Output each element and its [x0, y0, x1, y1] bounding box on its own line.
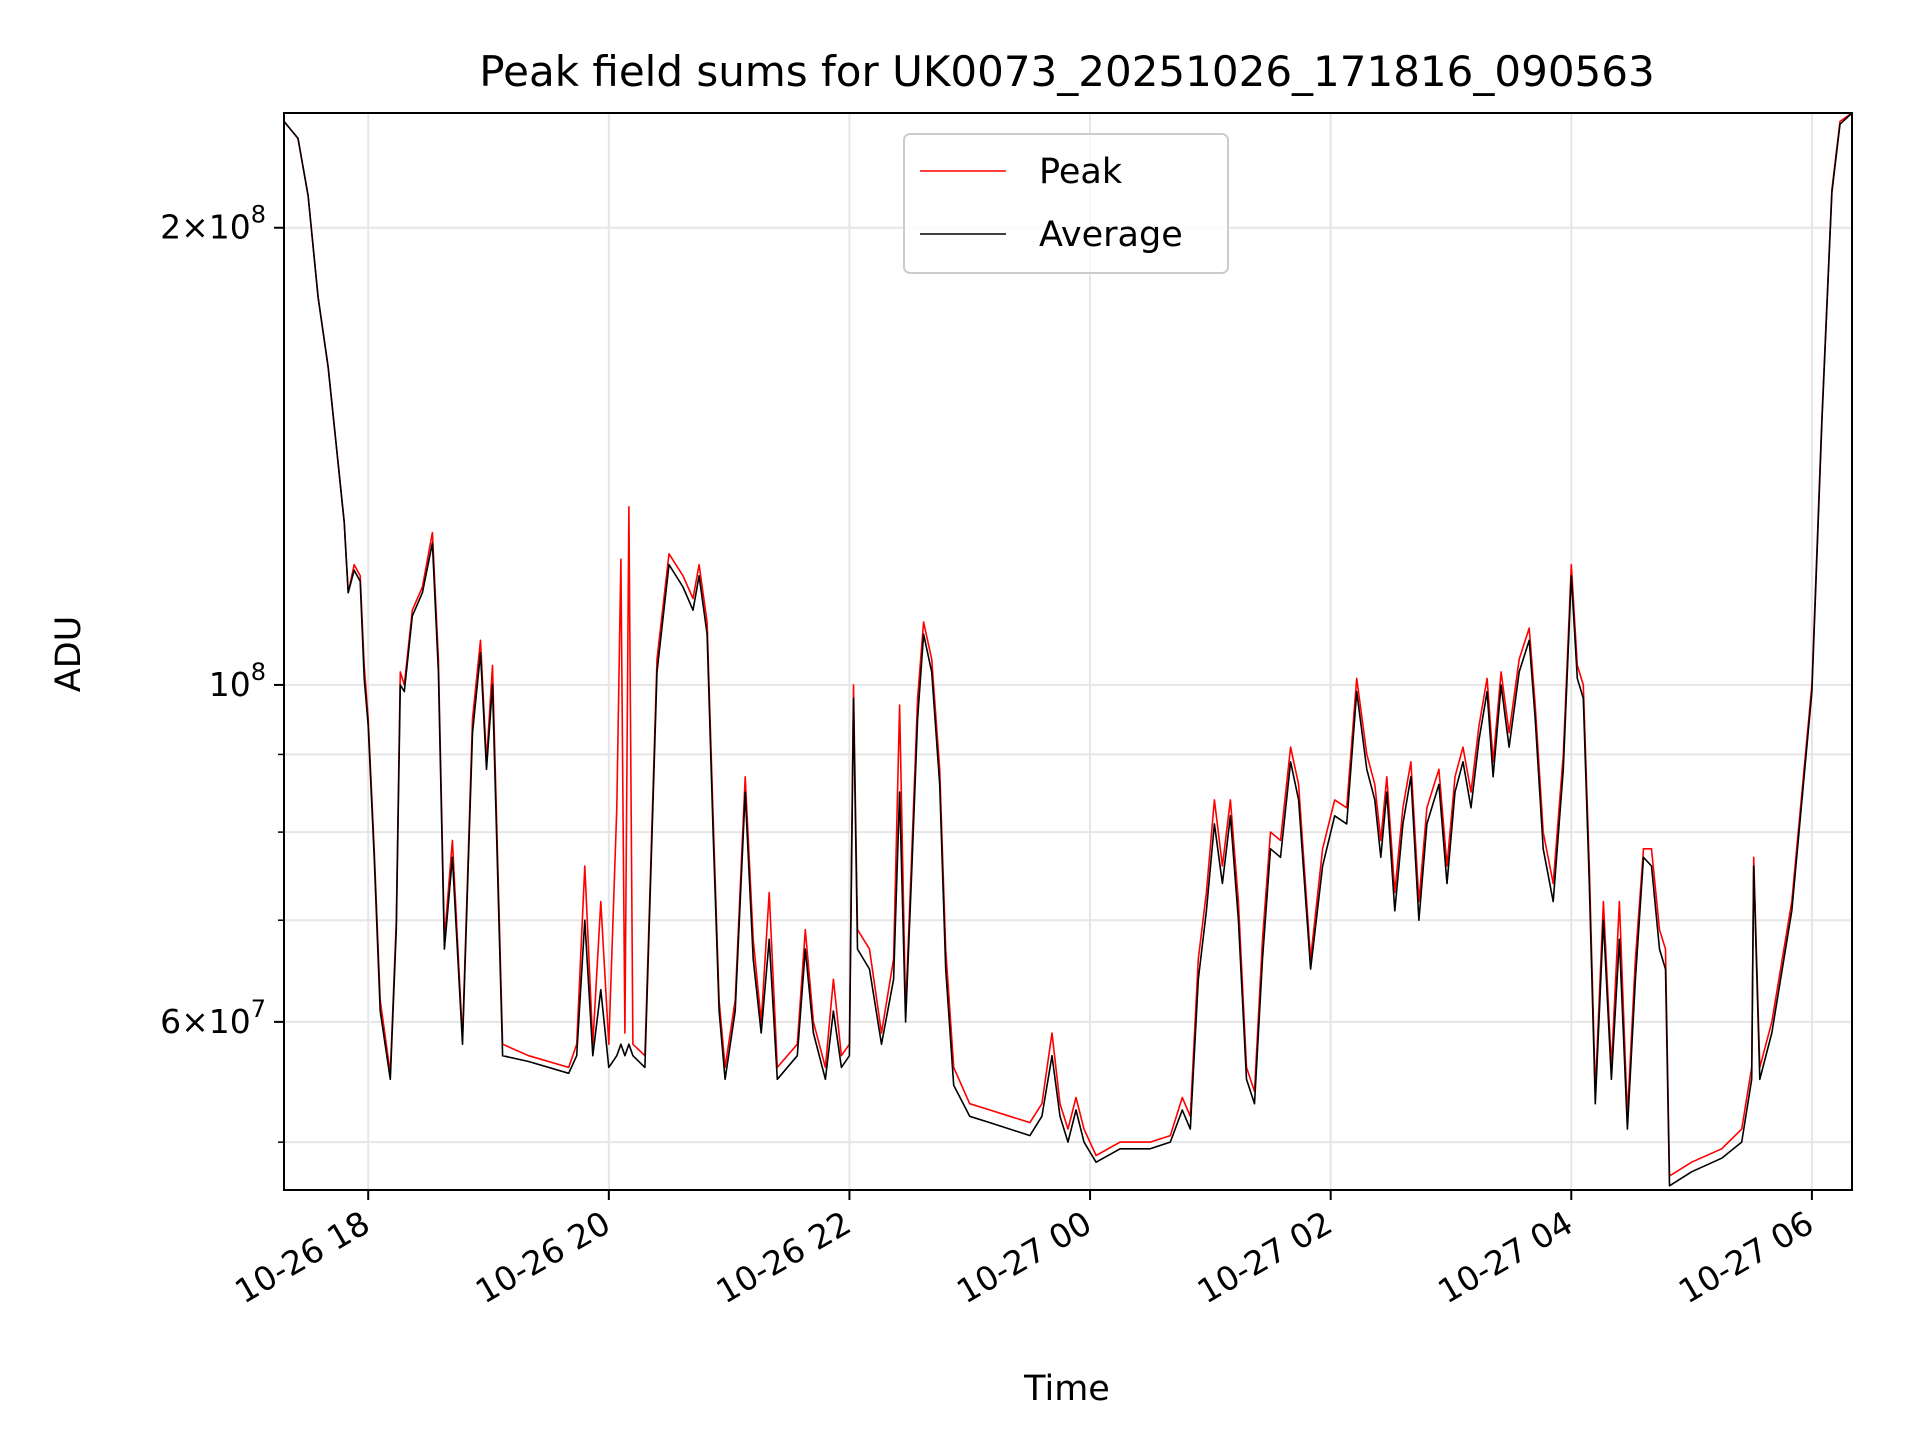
y-tick-label: 6×107	[160, 995, 266, 1041]
legend: Peak Average	[903, 133, 1229, 274]
axes-frame	[283, 112, 1853, 1191]
y-tick-label: 108	[209, 658, 266, 704]
x-axis-label: Time	[1023, 1369, 1110, 1409]
y-axis-label: ADU	[49, 616, 89, 693]
legend-label-average: Average	[1039, 215, 1183, 255]
legend-box	[903, 133, 1229, 274]
y-tick-label: 2×108	[160, 201, 266, 247]
series-line-average	[284, 113, 1852, 1187]
legend-label-peak: Peak	[1039, 152, 1123, 192]
y-axis: 6×107 108 2×108	[160, 201, 284, 1143]
chart-title: Peak field sums for UK0073_20251026_1718…	[479, 47, 1654, 96]
plot-area	[284, 113, 1852, 1187]
